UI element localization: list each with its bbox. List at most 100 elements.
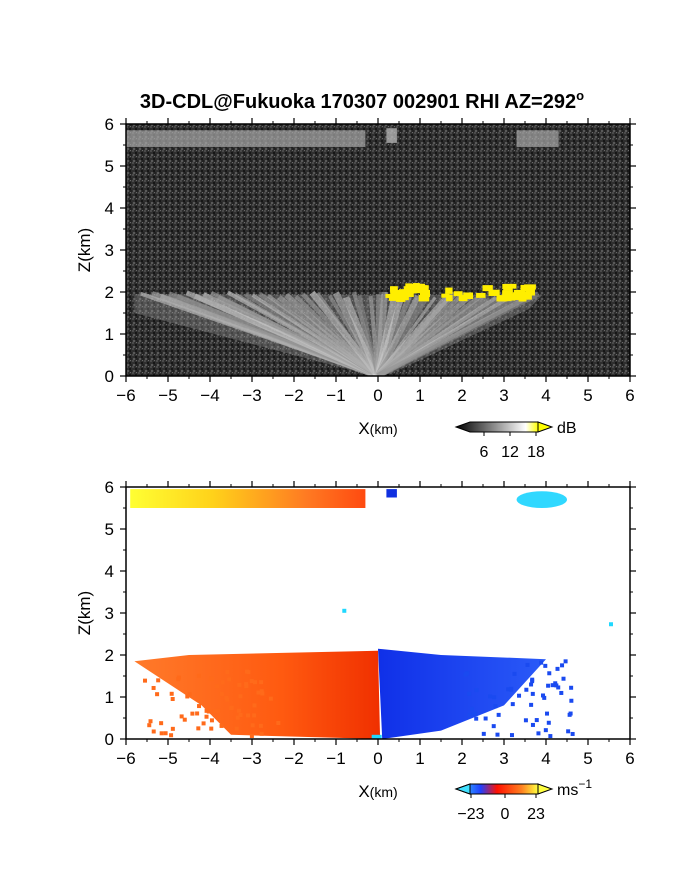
x-tick-label: 6 bbox=[625, 749, 634, 768]
upper-cyan-patch bbox=[516, 491, 567, 508]
positive-velocity-pixel bbox=[259, 689, 264, 694]
strong-echo-pixel bbox=[409, 286, 421, 294]
x-tick-label: −5 bbox=[158, 749, 177, 768]
velocity-colorbar-right-arrow bbox=[537, 783, 554, 795]
velocity-marks bbox=[130, 489, 613, 739]
positive-velocity-pixel bbox=[204, 714, 209, 719]
x-tick-label: −6 bbox=[116, 749, 135, 768]
positive-velocity-pixel bbox=[244, 684, 249, 689]
negative-velocity-pixel bbox=[492, 695, 497, 700]
velocity-colorbar-unit: ms−1 bbox=[557, 777, 592, 799]
reflectivity-axes: −6 −5 −4 −3 −2 −1 0 1 2 3 4 5 6 0 1 2 3 4 5 6 bbox=[105, 115, 636, 405]
reflectivity-colorbar-unit: dB bbox=[557, 420, 577, 437]
x-tick-label: −2 bbox=[284, 749, 303, 768]
negative-velocity-pixel bbox=[554, 683, 559, 688]
y-tick-label: 4 bbox=[105, 562, 114, 581]
x-tick-label: 0 bbox=[373, 749, 382, 768]
reflectivity-colorbar-tick-label: 12 bbox=[501, 444, 519, 461]
positive-velocity-pixel bbox=[209, 726, 214, 731]
positive-velocity-pixel bbox=[159, 731, 164, 736]
positive-velocity-pixel bbox=[151, 729, 156, 734]
positive-velocity-pixel bbox=[151, 685, 156, 690]
positive-velocity-pixel bbox=[143, 678, 148, 683]
positive-velocity-pixel bbox=[249, 679, 254, 684]
positive-velocity-pixel bbox=[169, 691, 174, 696]
positive-velocity-pixel bbox=[179, 714, 184, 719]
strong-echo-pixel bbox=[441, 293, 450, 298]
positive-velocity-pixel bbox=[185, 694, 190, 699]
negative-velocity-pixel bbox=[530, 677, 535, 682]
positive-velocity-pixel bbox=[252, 680, 257, 685]
strong-echo-pixel bbox=[398, 289, 411, 298]
negative-velocity-pixel bbox=[550, 683, 555, 688]
negative-velocity-pixel bbox=[509, 733, 514, 738]
positive-velocity-pixel bbox=[182, 717, 187, 722]
positive-velocity-pixel bbox=[258, 723, 263, 728]
x-tick-label: −4 bbox=[200, 749, 219, 768]
strong-echo-pixel bbox=[395, 294, 404, 302]
chart-title: 3D-CDL@Fukuoka 170307 002901 RHI AZ=292o bbox=[140, 88, 584, 113]
negative-velocity-pixel bbox=[559, 690, 564, 695]
strong-echo-pixel bbox=[488, 289, 500, 296]
reflectivity-colorbar-tick-label: 6 bbox=[480, 444, 489, 461]
velocity-colorbar-tick-label: 0 bbox=[501, 806, 510, 823]
positive-velocity-pixel bbox=[201, 721, 206, 726]
velocity-colorbar-tick-label: −23 bbox=[457, 806, 484, 823]
negative-velocity-pixel bbox=[543, 728, 548, 733]
negative-velocity-pixel bbox=[525, 662, 530, 667]
negative-velocity-pixel bbox=[467, 691, 472, 696]
positive-velocity-pixel bbox=[159, 721, 164, 726]
negative-velocity-pixel bbox=[553, 681, 558, 686]
positive-velocity-pixel bbox=[204, 708, 209, 713]
positive-velocity-pixel bbox=[224, 695, 229, 700]
y-tick-label: 5 bbox=[105, 157, 114, 176]
positive-velocity-pixel bbox=[170, 726, 175, 731]
negative-velocity-pixel bbox=[512, 671, 517, 676]
x-tick-label: −6 bbox=[116, 386, 135, 405]
x-tick-label: 4 bbox=[541, 749, 550, 768]
low-echo-layer bbox=[134, 294, 542, 374]
positive-velocity-pixel bbox=[238, 713, 243, 718]
y-tick-label: 5 bbox=[105, 520, 114, 539]
negative-velocity-pixel bbox=[542, 695, 547, 700]
negative-velocity-pixel bbox=[536, 731, 541, 736]
positive-velocity-pixel bbox=[206, 709, 211, 714]
negative-velocity-pixel bbox=[530, 722, 535, 727]
positive-velocity-pixel bbox=[156, 678, 161, 683]
negative-velocity-pixel bbox=[493, 704, 498, 709]
strong-echo-pixel bbox=[525, 288, 535, 296]
strong-echo-pixel bbox=[482, 285, 493, 292]
negative-velocity-pixel bbox=[517, 693, 522, 698]
reflectivity-colorbar-tick-label: 18 bbox=[527, 444, 545, 461]
negative-velocity-pixel bbox=[467, 713, 472, 718]
strong-echo-pixel bbox=[445, 287, 453, 294]
x-tick-label: 5 bbox=[583, 386, 592, 405]
negative-velocity-pixel bbox=[509, 687, 514, 692]
reflectivity-colorbar: 6 12 18 dB bbox=[454, 420, 577, 461]
x-tick-label: −5 bbox=[158, 386, 177, 405]
positive-velocity-pixel bbox=[169, 733, 174, 738]
positive-velocity-pixel bbox=[190, 711, 195, 716]
strong-echo-pixel bbox=[419, 289, 431, 298]
negative-velocity-pixel bbox=[469, 706, 474, 711]
negative-velocity-pixel bbox=[543, 663, 548, 668]
positive-velocity-pixel bbox=[196, 673, 201, 678]
negative-velocity-pixel bbox=[530, 691, 535, 696]
x-tick-label: −1 bbox=[326, 386, 345, 405]
positive-velocity-pixel bbox=[259, 731, 264, 736]
negative-velocity-pixel bbox=[563, 659, 568, 664]
strong-echo-pixel bbox=[513, 289, 525, 298]
upper-blue-patch bbox=[386, 489, 397, 498]
negative-velocity-pixel bbox=[471, 711, 476, 716]
positive-velocity-pixel bbox=[219, 692, 224, 697]
negative-velocity-pixel bbox=[546, 720, 551, 725]
positive-velocity-pixel bbox=[195, 711, 200, 716]
positive-velocity-pixel bbox=[197, 704, 202, 709]
strong-echo-pixel bbox=[496, 295, 508, 302]
x-tick-label: −2 bbox=[284, 386, 303, 405]
reflectivity-xlabel: X(km) bbox=[358, 419, 397, 438]
x-tick-label: 0 bbox=[373, 386, 382, 405]
positive-velocity-pixel bbox=[215, 684, 220, 689]
positive-velocity-pixel bbox=[259, 680, 264, 685]
velocity-xlabel: X(km) bbox=[358, 782, 397, 801]
